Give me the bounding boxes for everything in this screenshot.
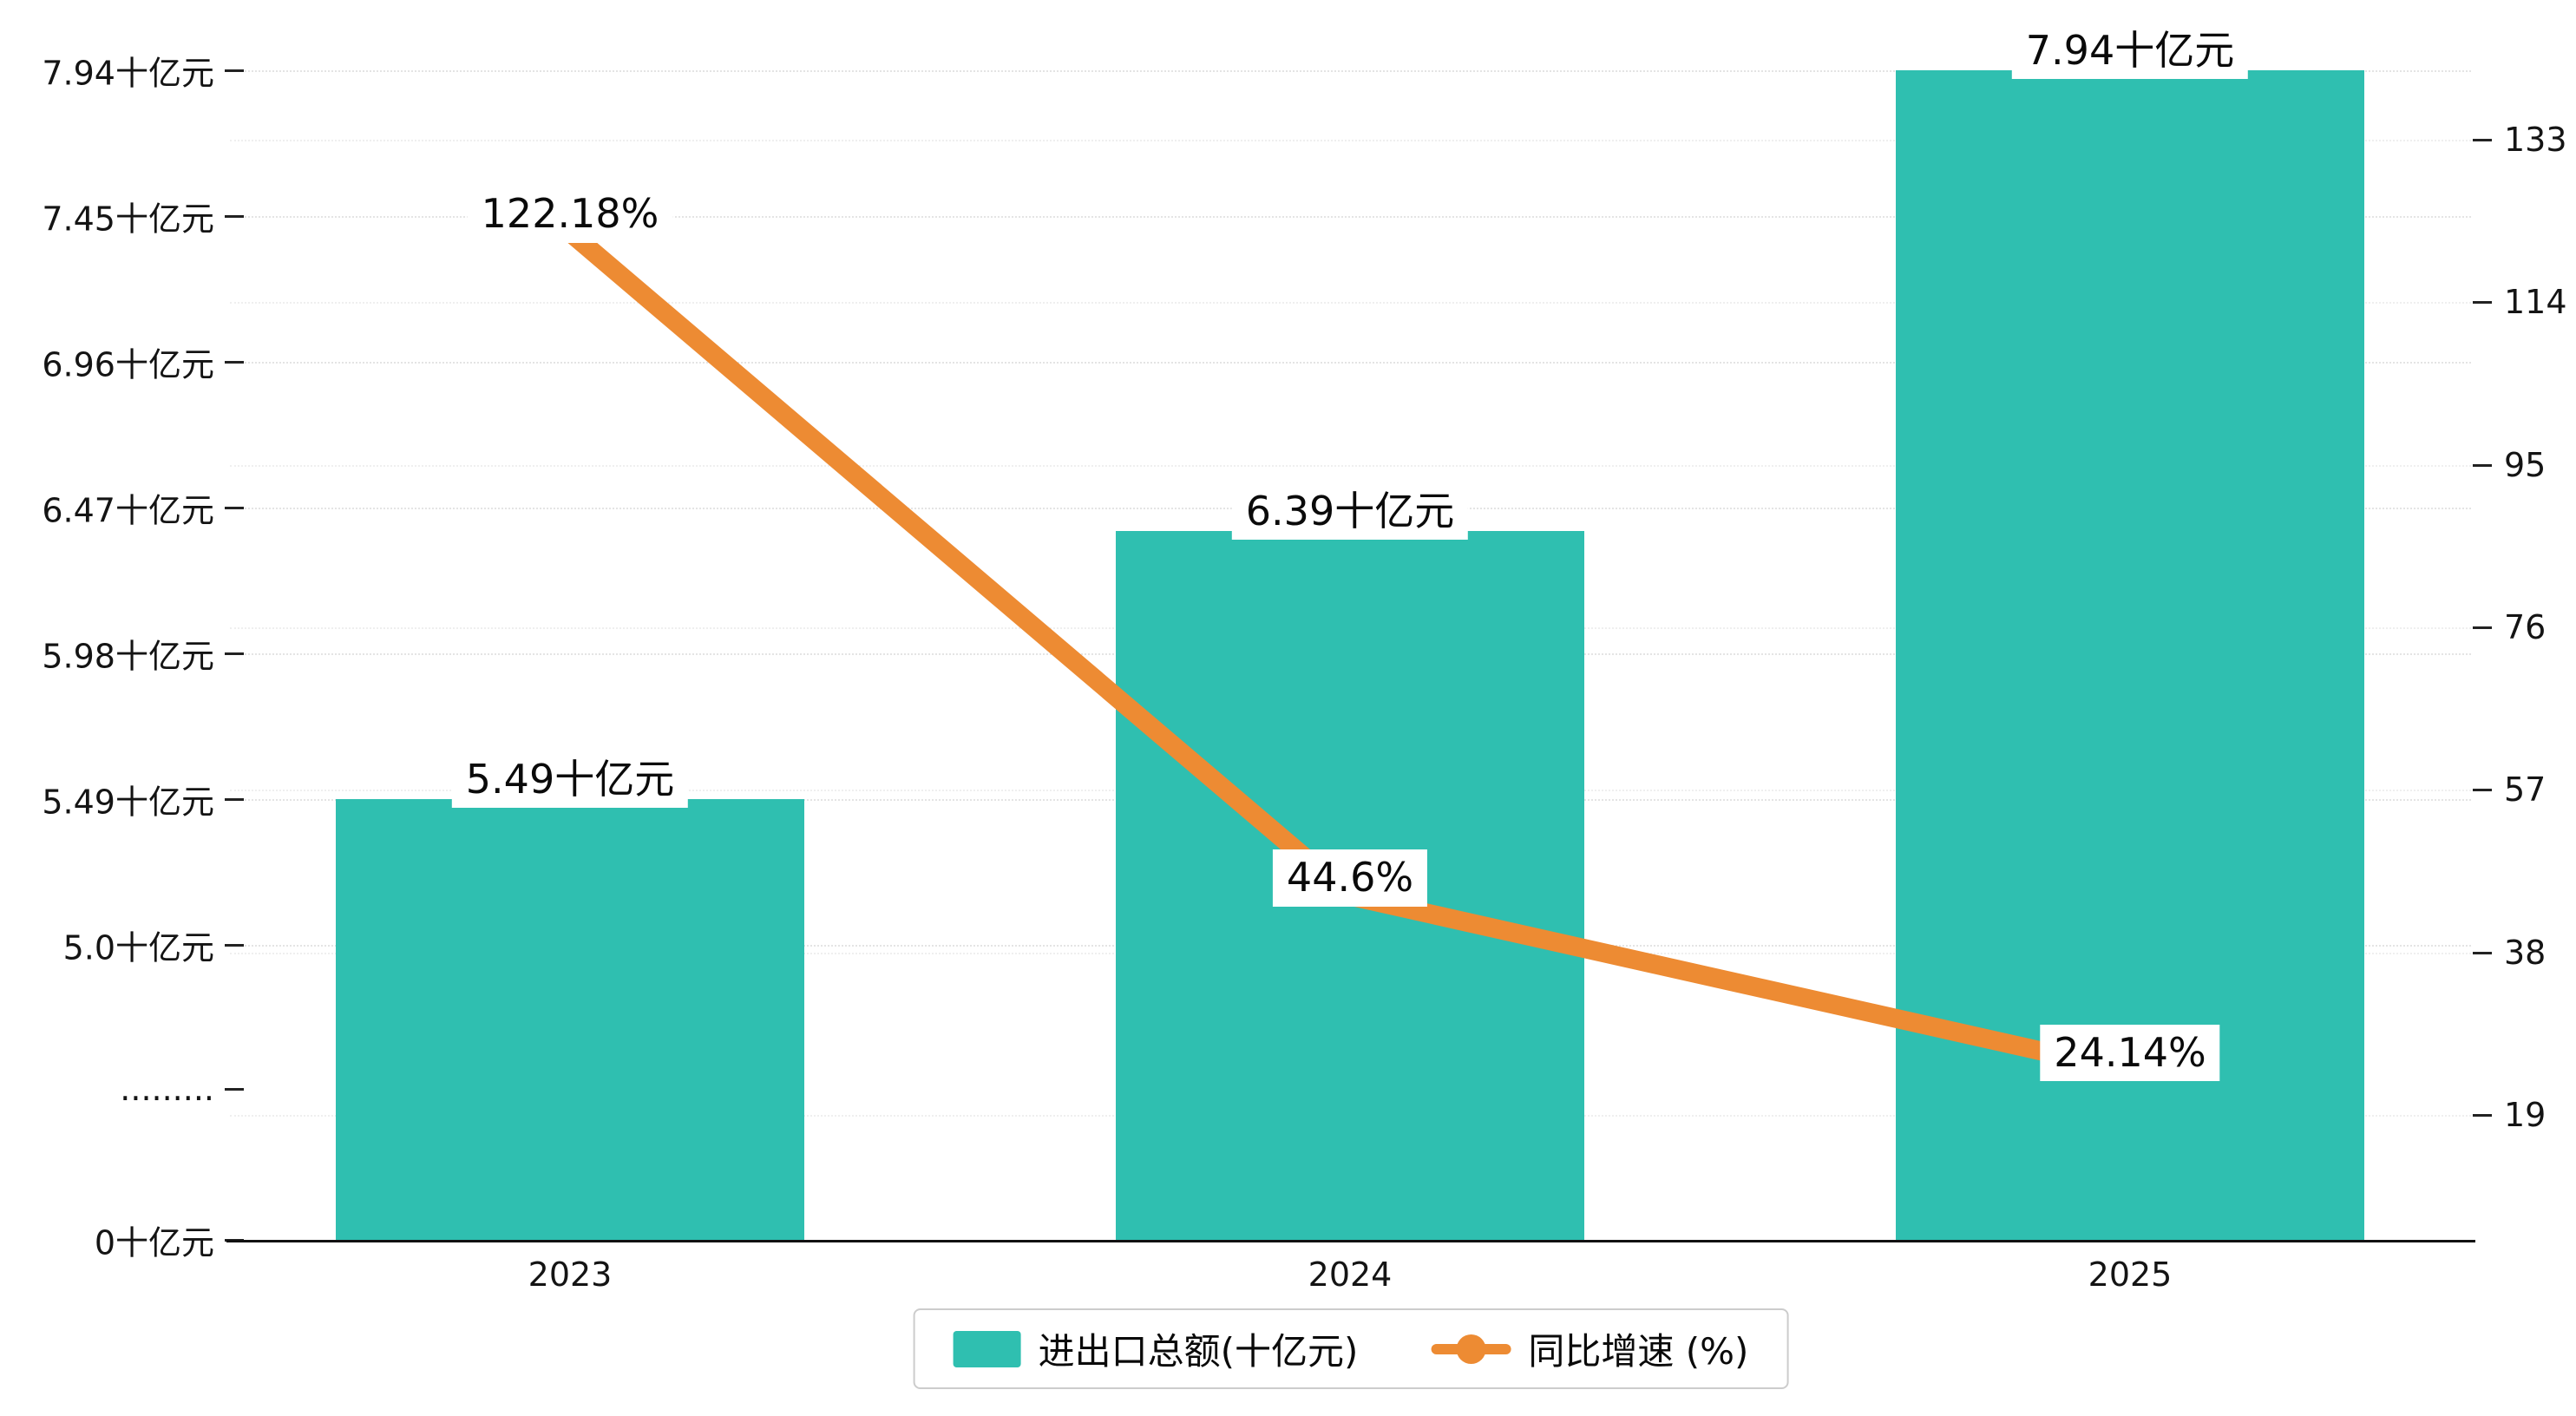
left-axis-tick-mark (225, 215, 244, 218)
left-axis-tick-mark (225, 1088, 244, 1091)
right-axis-tick-label: 57 (2504, 770, 2547, 809)
left-axis-break-label: ......... (120, 1070, 214, 1108)
right-axis-tick-label: 95 (2504, 446, 2547, 484)
left-axis-tick-label: 7.94十亿元 (42, 54, 214, 93)
left-axis-tick-label: 0十亿元 (94, 1223, 214, 1262)
left-axis-tick-mark (225, 361, 244, 364)
right-axis-tick-label: 38 (2504, 934, 2547, 972)
x-axis-line (226, 1240, 2475, 1242)
left-axis-tick-label: 5.49十亿元 (42, 783, 214, 822)
line-value-label: 44.6% (1272, 849, 1428, 907)
bar-value-label: 7.94十亿元 (2011, 22, 2249, 79)
left-axis-tick-mark (225, 652, 244, 655)
bar-value-label: 5.49十亿元 (451, 751, 689, 808)
left-axis-tick-label: 5.0十亿元 (62, 928, 214, 967)
left-axis-tick-label: 7.45十亿元 (42, 200, 214, 239)
legend-item-bar-series[interactable]: 进出口总额(十亿元) (953, 1322, 1359, 1375)
line-value-label: 122.18% (467, 186, 673, 243)
legend-item-line-series[interactable]: 同比增速 (%) (1431, 1322, 1748, 1375)
right-axis-tick-label: 114 (2504, 283, 2567, 321)
line-series-marker-icon (1431, 1332, 1511, 1367)
right-axis-tick-mark (2473, 626, 2492, 629)
right-axis-tick-mark (2473, 139, 2492, 141)
x-axis-label-2025: 2025 (2088, 1255, 2173, 1294)
left-axis-tick-mark (225, 944, 244, 947)
legend-label-bar-series: 进出口总额(十亿元) (1038, 1330, 1359, 1373)
left-axis-tick-label: 6.47十亿元 (42, 491, 214, 530)
bar-series-swatch-icon (953, 1330, 1021, 1367)
right-axis-tick-label: 76 (2504, 608, 2547, 646)
right-axis-tick-label: 133 (2504, 121, 2567, 159)
line-marker-dot-icon (1456, 1334, 1486, 1364)
left-axis-tick-mark (225, 798, 244, 801)
legend: 进出口总额(十亿元) 同比增速 (%) (913, 1308, 1789, 1389)
right-axis-tick-mark (2473, 952, 2492, 954)
x-axis-label-2024: 2024 (1308, 1255, 1393, 1294)
legend-label-line-series: 同比增速 (%) (1528, 1330, 1749, 1373)
right-axis-tick-mark (2473, 301, 2492, 304)
right-axis-tick-label: 19 (2504, 1096, 2547, 1134)
bar-value-label: 6.39十亿元 (1231, 482, 1469, 541)
left-axis-tick-mark (225, 507, 244, 509)
left-axis-tick-mark (225, 69, 244, 72)
right-axis-tick-mark (2473, 464, 2492, 467)
right-axis-tick-mark (2473, 1114, 2492, 1117)
line-value-label: 24.14% (2040, 1024, 2220, 1082)
left-axis-tick-label: 6.96十亿元 (42, 345, 214, 384)
bar-2023 (336, 799, 804, 1240)
left-axis-tick-label: 5.98十亿元 (42, 637, 214, 676)
growth-line (560, 222, 2140, 1081)
x-axis-label-2023: 2023 (528, 1255, 613, 1294)
right-axis-tick-mark (2473, 789, 2492, 791)
